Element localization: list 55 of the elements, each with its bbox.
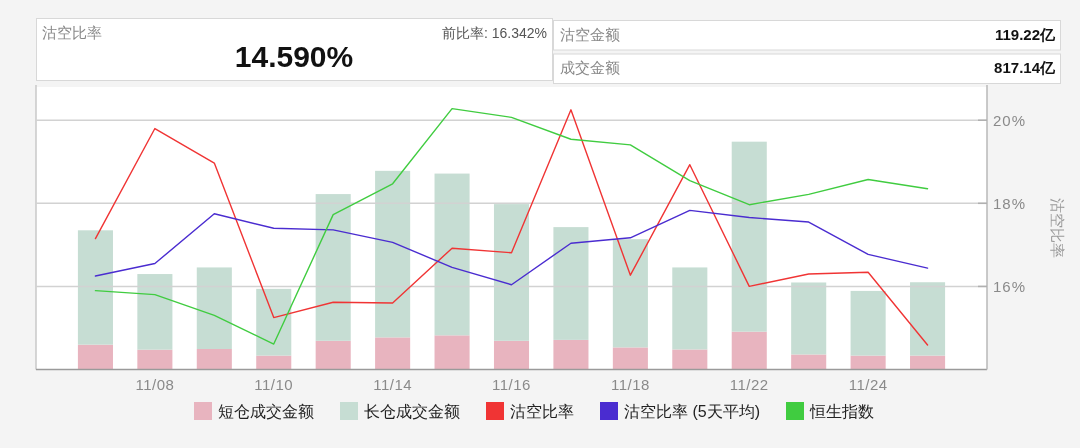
- text: 前比率: 16.342%: [441, 25, 547, 41]
- bar: [672, 267, 708, 350]
- bar: [315, 340, 351, 370]
- bar: [553, 339, 589, 370]
- bar: [910, 282, 946, 356]
- bar: [731, 331, 767, 370]
- legend: 恒生指数: [786, 402, 874, 420]
- x-tick-label: 11/10: [254, 375, 294, 393]
- bar: [375, 170, 411, 338]
- bar: [137, 349, 173, 370]
- x-tick-label: 11/24: [848, 375, 888, 393]
- bar: [196, 267, 232, 349]
- bar: [77, 344, 113, 370]
- bar: [612, 347, 648, 370]
- line-series: [94, 209, 929, 286]
- text: 14.590%: [234, 40, 354, 73]
- bar: [850, 290, 886, 356]
- x-tick-label: 11/14: [373, 375, 413, 393]
- text: 沽空金额: [560, 25, 620, 43]
- bar: [493, 340, 530, 370]
- x-tick-label: 11/22: [729, 375, 769, 393]
- x-tick-label: 11/08: [135, 375, 175, 393]
- legend-label: 沽空比率 (5天平均): [624, 403, 760, 420]
- x-tick-label: 11/16: [492, 375, 531, 393]
- bar: [672, 349, 708, 370]
- y-axis-title: 沽空比率: [1049, 198, 1066, 259]
- bar: [791, 282, 827, 355]
- bar: [256, 288, 292, 356]
- legend-label: 短仓成交金额: [218, 403, 314, 420]
- bar: [196, 349, 232, 370]
- legend-label: 长仓成交金额: [364, 403, 460, 420]
- legend-label: 沽空比率: [510, 403, 574, 420]
- bar: [256, 355, 292, 370]
- bar: [910, 355, 946, 370]
- bar: [315, 194, 351, 341]
- bar: [850, 355, 886, 370]
- bar: [553, 227, 589, 340]
- bar: [375, 337, 411, 370]
- legend-label: 恒生指数: [809, 403, 874, 420]
- bar: [791, 354, 827, 370]
- text: 119.22亿: [994, 25, 1056, 43]
- x-tick-label: 11/18: [610, 375, 650, 393]
- bar: [434, 173, 470, 336]
- bar: [137, 274, 173, 350]
- bar: [731, 141, 767, 332]
- bar: [434, 335, 470, 370]
- y-tick-label: 16%: [993, 277, 1027, 295]
- text: 沽空比率: [42, 24, 102, 41]
- bar: [612, 239, 648, 348]
- bar: [77, 230, 113, 345]
- text: 817.14亿: [994, 59, 1056, 77]
- bar: [493, 204, 530, 341]
- text: 成交金额: [560, 59, 620, 77]
- y-tick-label: 20%: [993, 111, 1027, 129]
- y-tick-label: 18%: [993, 194, 1027, 212]
